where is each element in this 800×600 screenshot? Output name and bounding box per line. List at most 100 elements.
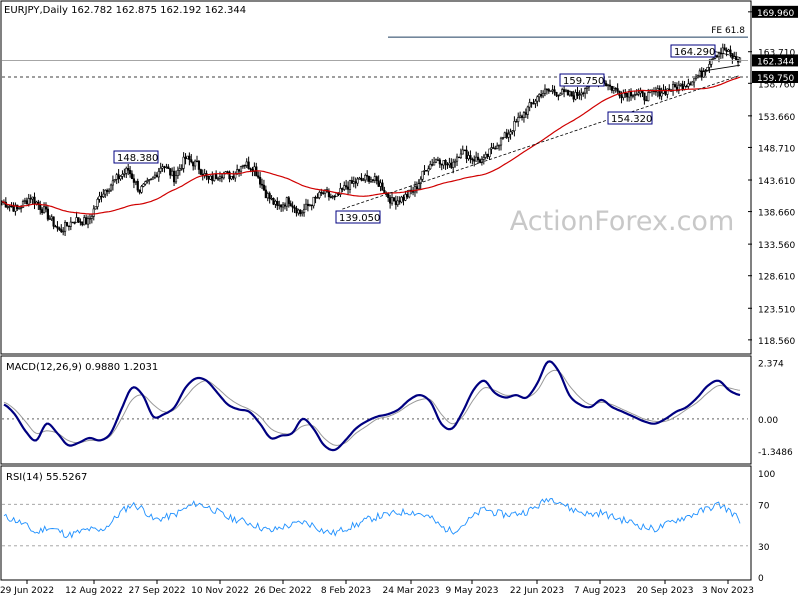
candle-body xyxy=(56,226,59,229)
candle-body xyxy=(318,192,321,198)
candle-body xyxy=(123,173,126,175)
candle-body xyxy=(94,206,97,210)
candle-body xyxy=(249,168,252,170)
candle-body xyxy=(58,227,61,230)
candle-body xyxy=(276,201,279,206)
candle-body xyxy=(86,218,90,225)
candle-body xyxy=(324,189,327,194)
moving-average-line xyxy=(1,76,741,215)
candle-body xyxy=(98,195,101,200)
candle-body xyxy=(708,63,711,68)
candle-body xyxy=(73,222,76,224)
candle-body xyxy=(687,83,690,87)
candle-body xyxy=(100,195,103,198)
candle-body xyxy=(685,85,688,88)
candle-body xyxy=(580,92,583,95)
candle-body xyxy=(31,196,34,200)
candle-body xyxy=(465,149,468,160)
candle-body xyxy=(207,175,210,180)
candle-body xyxy=(213,173,216,181)
candle-body xyxy=(180,168,183,170)
candle-body xyxy=(432,161,436,166)
x-tick-label: 7 Aug 2023 xyxy=(574,586,626,596)
candle-body xyxy=(664,89,667,95)
candle-body xyxy=(188,155,191,161)
candle-body xyxy=(375,176,378,182)
candle-body xyxy=(425,170,428,172)
candle-body xyxy=(578,94,581,96)
candle-body xyxy=(398,200,401,203)
candle-body xyxy=(729,49,732,54)
candle-body xyxy=(496,145,499,149)
candle-body xyxy=(283,204,287,207)
candle-body xyxy=(404,194,407,201)
annotation-box xyxy=(607,111,653,125)
candle-body xyxy=(278,204,281,207)
candle-body xyxy=(371,179,375,181)
candle-body xyxy=(555,91,558,96)
candle-body xyxy=(497,144,501,147)
candle-body xyxy=(322,192,325,194)
candle-body xyxy=(572,95,575,100)
candle-body xyxy=(310,204,313,207)
x-tick-label: 24 Mar 2023 xyxy=(382,586,439,596)
candle-body xyxy=(612,87,615,91)
candle-body xyxy=(222,173,225,179)
candle-body xyxy=(155,174,158,178)
candle-body xyxy=(557,95,560,97)
candle-body xyxy=(329,196,332,198)
candle-body xyxy=(67,225,71,227)
candle-body xyxy=(614,87,617,90)
candle-body xyxy=(65,222,69,227)
candle-body xyxy=(616,88,619,92)
candle-body xyxy=(563,89,566,92)
annotation-label: 164.290 xyxy=(674,47,715,58)
candle-body xyxy=(379,182,382,187)
candle-body xyxy=(320,192,323,194)
candle-body xyxy=(396,200,399,205)
candle-body xyxy=(482,157,485,160)
candle-body xyxy=(161,166,164,169)
candle-body xyxy=(673,84,677,88)
rsi-y-tick-label: 100 xyxy=(758,470,775,480)
candle-body xyxy=(492,147,495,149)
candle-body xyxy=(519,115,522,118)
price-y-tick-label: 143.610 xyxy=(758,177,795,187)
candle-body xyxy=(641,90,644,94)
candle-body xyxy=(142,183,145,187)
candle-body xyxy=(281,204,285,208)
candle-body xyxy=(35,201,38,205)
candle-body xyxy=(389,197,392,204)
candle-body xyxy=(335,193,338,197)
candle-body xyxy=(171,170,174,176)
candle-body xyxy=(102,193,105,198)
watermark: ActionForex.com xyxy=(510,206,735,237)
resistance-level-value: 169.960 xyxy=(757,9,794,19)
candle-body xyxy=(299,209,302,215)
candle-body xyxy=(228,171,231,180)
candle-body xyxy=(272,198,275,205)
candle-body xyxy=(274,201,277,205)
candle-body xyxy=(522,112,526,118)
candle-body xyxy=(199,169,202,175)
candle-body xyxy=(71,221,74,224)
candle-body xyxy=(8,205,11,208)
candle-body xyxy=(192,161,195,167)
candle-body xyxy=(167,166,170,169)
candle-body xyxy=(585,86,589,89)
candle-body xyxy=(564,90,568,92)
candle-body xyxy=(163,166,166,168)
candle-body xyxy=(681,83,684,90)
candle-body xyxy=(218,176,222,179)
candle-body xyxy=(285,197,288,207)
macd-y-tick-label: 0.00 xyxy=(758,416,778,426)
candle-body xyxy=(130,173,134,180)
candle-body xyxy=(442,160,445,166)
candle-body xyxy=(230,175,233,180)
macd-y-tick-label: 2.374 xyxy=(758,359,784,369)
candle-body xyxy=(346,186,350,190)
candle-body xyxy=(610,85,614,91)
fe-level-label: FE 61.8 xyxy=(711,26,745,36)
candle-body xyxy=(119,176,122,180)
candle-body xyxy=(660,92,663,97)
